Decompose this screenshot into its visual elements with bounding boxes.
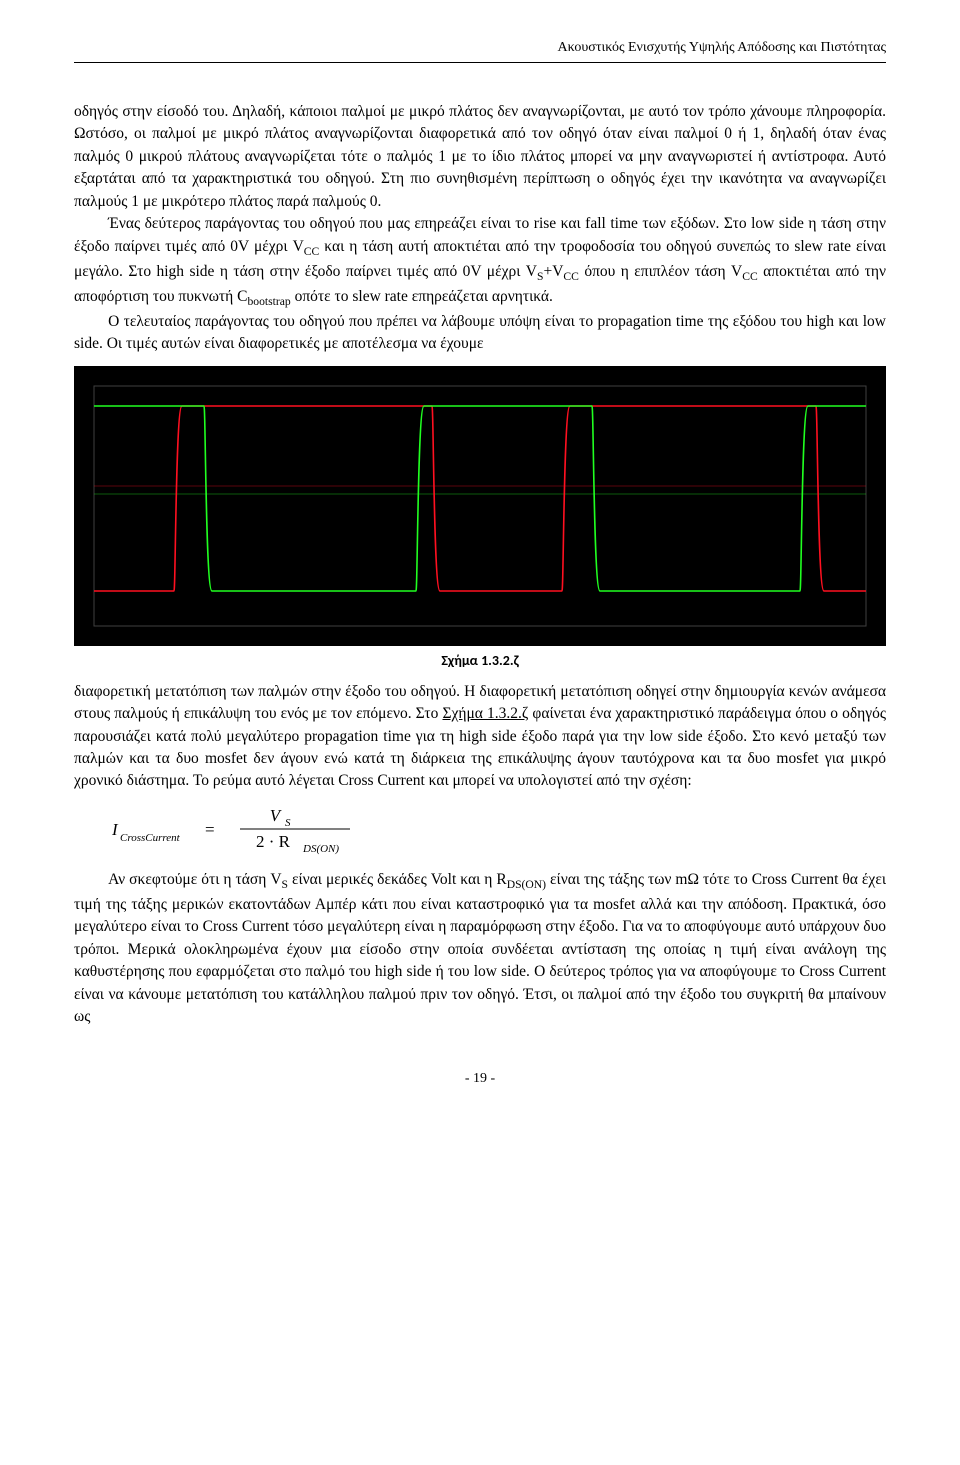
waveform-figure	[74, 366, 886, 646]
waveform-svg	[74, 366, 886, 646]
svg-text:CrossCurrent: CrossCurrent	[120, 832, 181, 844]
page-number: - 19 -	[74, 1071, 886, 1087]
paragraph-4: διαφορετική μετατόπιση των παλμών στην έ…	[74, 681, 886, 793]
p5-b: είναι μερικές δεκάδες Volt και η R	[288, 871, 507, 888]
svg-text:I: I	[111, 820, 119, 839]
svg-text:S: S	[285, 817, 291, 829]
svg-text:2 · R: 2 · R	[256, 832, 291, 851]
svg-text:V: V	[270, 806, 283, 825]
p2-d: όπου η επιπλέον τάση V	[579, 263, 742, 280]
sub-boot: bootstrap	[247, 295, 290, 308]
running-header: Ακουστικός Ενισχυτής Υψηλής Απόδοσης και…	[74, 40, 886, 62]
header-rule	[74, 62, 886, 63]
p2-f: οπότε το slew rate επηρεάζεται αρνητικά.	[291, 288, 553, 305]
svg-text:DS(ON): DS(ON)	[302, 843, 339, 855]
paragraph-2: Ένας δεύτερος παράγοντας του οδηγού που …	[74, 213, 886, 310]
sub-vcc-1: CC	[304, 245, 320, 258]
paragraph-1: οδηγός στην είσοδό του. Δηλαδή, κάποιοι …	[74, 101, 886, 213]
sub-vcc-3: CC	[742, 270, 758, 283]
sub-dson: DS(ON)	[507, 878, 546, 891]
paragraph-3: Ο τελευταίος παράγοντας του οδηγού που π…	[74, 311, 886, 356]
page-container: Ακουστικός Ενισχυτής Υψηλής Απόδοσης και…	[0, 0, 960, 1117]
equation-svg: ICrossCurrent = VS 2 · R DS(ON)	[110, 803, 370, 855]
paragraph-5: Αν σκεφτούμε ότι η τάση VS είναι μερικές…	[74, 869, 886, 1029]
sub-vcc-2: CC	[563, 270, 579, 283]
equation-cross-current: ICrossCurrent = VS 2 · R DS(ON)	[110, 803, 886, 855]
figure-caption: Σχήμα 1.3.2.ζ	[74, 652, 886, 669]
p2-c: +V	[543, 263, 563, 280]
figure-ref-link: Σχήμα 1.3.2.ζ	[442, 705, 528, 722]
svg-text:=: =	[205, 820, 215, 839]
p5-c: είναι της τάξης των mΩ τότε το Cross Cur…	[74, 871, 886, 1025]
p5-a: Αν σκεφτούμε ότι η τάση V	[108, 871, 281, 888]
